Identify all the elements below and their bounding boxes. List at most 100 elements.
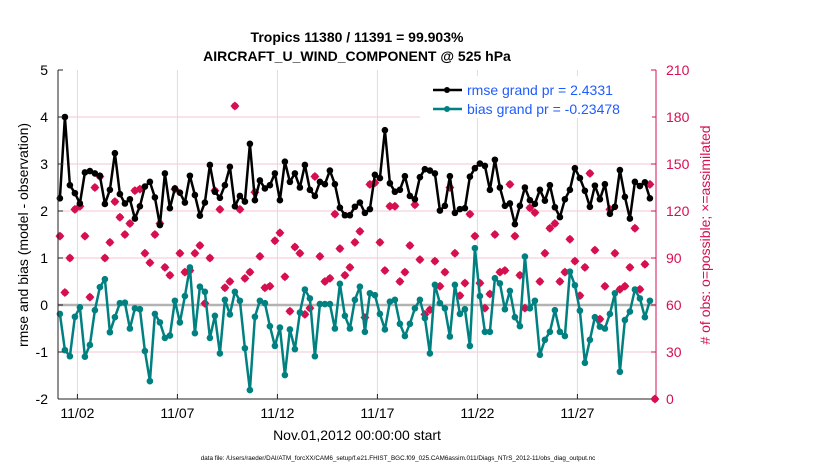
bias-point (521, 253, 529, 260)
rmse-point (181, 199, 189, 206)
bias-point (111, 313, 119, 321)
bias-point (181, 292, 189, 300)
bias-point (646, 297, 654, 305)
bias-point (596, 323, 604, 330)
obs-assimilated-point (225, 277, 235, 286)
bias-point (211, 312, 219, 320)
rmse-point (131, 215, 139, 222)
obs-assimilated-point (120, 230, 130, 239)
obs-assimilated-point (275, 228, 285, 238)
bias-point (331, 325, 339, 332)
rmse-point (231, 203, 239, 210)
bias-point (271, 342, 279, 350)
rmse-point (191, 191, 199, 199)
rmse-point (471, 164, 479, 172)
obs-assimilated-point (545, 223, 555, 233)
bias-point (86, 341, 94, 349)
rmse-point (416, 173, 424, 181)
rmse-point (391, 188, 399, 196)
bias-point (611, 289, 619, 297)
obs-assimilated-point (90, 183, 100, 192)
bias-point (556, 328, 564, 336)
obs-assimilated-point (580, 262, 590, 272)
y-right-tick-label: 30 (666, 344, 682, 360)
obs-assimilated-point (295, 248, 305, 258)
rmse-point (626, 215, 634, 222)
obs-assimilated-point (280, 272, 290, 282)
rmse-point (106, 186, 114, 194)
x-tick-label: 11/02 (60, 405, 94, 421)
rmse-point (441, 202, 449, 210)
rmse-point (71, 189, 79, 197)
obs-assimilated-point (245, 267, 255, 277)
bias-point (316, 300, 324, 308)
rmse-point (426, 167, 434, 174)
bias-point (256, 297, 264, 305)
rmse-point (161, 170, 169, 177)
bias-point (496, 280, 504, 287)
bias-point (451, 281, 459, 289)
bias-point (406, 320, 414, 328)
rmse-point (311, 192, 319, 200)
bias-point (466, 342, 474, 350)
obs-assimilated-point (150, 230, 160, 239)
bias-point (106, 328, 114, 336)
rmse-point (96, 172, 104, 180)
bias-point (446, 333, 454, 340)
bias-point (351, 296, 359, 304)
rmse-point (541, 197, 549, 204)
bias-point (636, 295, 644, 302)
bias-point (306, 295, 314, 302)
bias-point (251, 313, 259, 321)
chart-title-line2: AIRCRAFT_U_WIND_COMPONENT @ 525 hPa (203, 48, 511, 64)
data-file-footer: data file: /Users/raeder/DAI/ATM_forcXX/… (201, 455, 596, 462)
bias-point (186, 264, 194, 271)
obs-assimilated-point (325, 273, 335, 283)
obs-assimilated-point (585, 168, 595, 178)
y-tick-label: 1 (40, 250, 48, 266)
y-tick-label: 5 (40, 62, 48, 78)
y-right-tick-label: 0 (666, 391, 674, 407)
bias-point (526, 304, 534, 312)
rmse-point (361, 209, 369, 217)
obs-assimilated-point (465, 209, 475, 219)
obs-assimilated-point (390, 201, 400, 211)
rmse-point (81, 169, 89, 176)
obs-assimilated-point (335, 244, 345, 254)
bias-point (346, 325, 354, 332)
bias-point (511, 313, 519, 321)
y-tick-label: 2 (40, 203, 48, 219)
obs-assimilated-point (265, 281, 275, 291)
rmse-point (621, 193, 629, 201)
rmse-point (546, 181, 554, 189)
obs-assimilated-point (310, 172, 320, 182)
bias-point (151, 310, 159, 318)
bias-point (296, 309, 304, 316)
rmse-point (236, 192, 244, 200)
obs-assimilated-point (535, 277, 545, 286)
bias-point (136, 305, 144, 313)
rmse-point (536, 186, 544, 194)
bias-point (456, 310, 464, 318)
rmse-point (276, 196, 284, 204)
bias-point (146, 377, 154, 385)
bias-point (501, 305, 509, 313)
rmse-point (111, 149, 119, 157)
rmse-point (446, 172, 454, 180)
rmse-point (136, 203, 144, 210)
rmse-point (301, 161, 309, 169)
rmse-point (281, 158, 289, 165)
rmse-point (631, 178, 639, 186)
plot-marks (55, 101, 660, 404)
obs-assimilated-point (195, 240, 205, 250)
bias-point (386, 298, 394, 306)
rmse-point (296, 184, 304, 191)
bias-point (286, 326, 294, 333)
obs-assimilated-point (505, 179, 515, 189)
y-tick-label: -1 (36, 344, 49, 360)
bias-point (601, 325, 609, 332)
rmse-point (61, 113, 69, 121)
y-tick-label: 3 (40, 156, 48, 172)
obs-assimilated-point (205, 253, 215, 263)
axes: 11/02 11/07 11/12 11/17 11/22 11/27 -2 -1 0 1 2 3 4 5… (36, 62, 690, 421)
